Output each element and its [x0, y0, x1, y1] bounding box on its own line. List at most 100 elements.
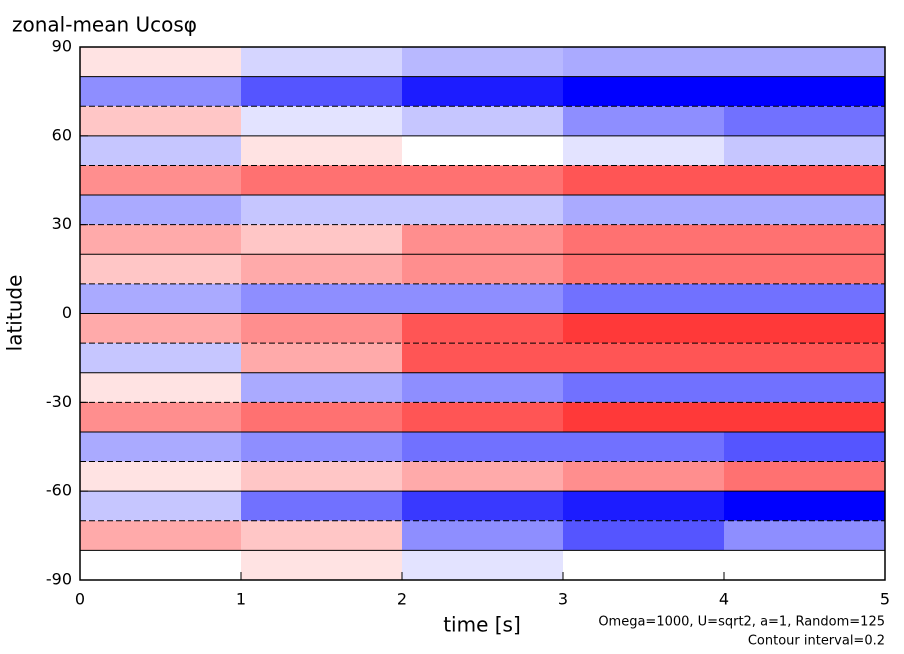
- cell: [724, 491, 885, 521]
- cell: [724, 76, 885, 107]
- cell: [563, 106, 724, 136]
- cell: [80, 461, 241, 492]
- annotation: Contour interval=0.2: [748, 634, 885, 649]
- cell: [80, 491, 241, 521]
- cell: [402, 224, 563, 255]
- cell: [402, 283, 563, 314]
- cell: [402, 76, 563, 107]
- cell: [80, 313, 241, 344]
- cell: [402, 343, 563, 373]
- cell: [241, 165, 402, 196]
- cell: [241, 313, 402, 344]
- cell: [563, 431, 724, 462]
- cell: [402, 520, 563, 551]
- cell: [80, 195, 241, 225]
- cell: [563, 461, 724, 492]
- cell: [241, 491, 402, 521]
- cell: [402, 313, 563, 344]
- cell: [80, 431, 241, 462]
- cell: [724, 106, 885, 136]
- cell: [563, 313, 724, 344]
- cell: [241, 520, 402, 551]
- cell: [80, 520, 241, 551]
- cell: [724, 254, 885, 284]
- cell: [402, 372, 563, 403]
- cell: [724, 283, 885, 314]
- cell: [241, 343, 402, 373]
- y-tick-label: -90: [46, 570, 72, 589]
- cell: [80, 283, 241, 314]
- cell: [724, 195, 885, 225]
- cell: [563, 520, 724, 551]
- cell: [80, 550, 241, 580]
- y-tick-label: 0: [62, 303, 72, 322]
- cell: [402, 254, 563, 284]
- cell: [402, 491, 563, 521]
- cell: [563, 402, 724, 432]
- cell: [402, 402, 563, 432]
- cell: [563, 76, 724, 107]
- cell: [241, 550, 402, 580]
- cell: [563, 343, 724, 373]
- cell: [724, 431, 885, 462]
- cell: [724, 135, 885, 166]
- cell: [80, 165, 241, 196]
- x-tick-label: 1: [236, 590, 246, 609]
- cell: [724, 550, 885, 580]
- cell: [563, 165, 724, 196]
- cell: [80, 343, 241, 373]
- cell: [80, 47, 241, 77]
- cell: [80, 372, 241, 403]
- cell: [80, 224, 241, 255]
- cell: [241, 224, 402, 255]
- cell: [402, 431, 563, 462]
- cell: [241, 135, 402, 166]
- cell: [402, 195, 563, 225]
- cell: [80, 254, 241, 284]
- cell: [402, 47, 563, 77]
- y-tick-label: 30: [52, 214, 72, 233]
- cell: [402, 135, 563, 166]
- cell: [563, 254, 724, 284]
- y-tick-label: 60: [52, 125, 72, 144]
- cell: [241, 106, 402, 136]
- y-tick-label: 90: [52, 37, 72, 56]
- cell: [80, 76, 241, 107]
- y-axis-label: latitude: [3, 275, 27, 352]
- cell: [241, 76, 402, 107]
- cell: [724, 313, 885, 344]
- cell: [724, 343, 885, 373]
- chart-title: zonal-mean Ucosφ: [12, 13, 197, 37]
- cell: [402, 461, 563, 492]
- cell: [80, 402, 241, 432]
- cell: [241, 195, 402, 225]
- cell: [241, 372, 402, 403]
- cell: [563, 283, 724, 314]
- cell: [563, 47, 724, 77]
- cell: [724, 372, 885, 403]
- cell: [724, 47, 885, 77]
- cell: [563, 372, 724, 403]
- y-tick-label: -30: [46, 392, 72, 411]
- cell: [402, 106, 563, 136]
- x-tick-label: 2: [397, 590, 407, 609]
- cell: [402, 550, 563, 580]
- cell: [563, 195, 724, 225]
- cell: [241, 283, 402, 314]
- cell: [402, 165, 563, 196]
- cell: [724, 461, 885, 492]
- cell: [241, 47, 402, 77]
- annotation: Omega=1000, U=sqrt2, a=1, Random=125: [598, 615, 885, 630]
- cell: [241, 461, 402, 492]
- x-axis-label: time [s]: [443, 613, 521, 637]
- cell: [724, 165, 885, 196]
- cell: [724, 520, 885, 551]
- cell: [563, 135, 724, 166]
- cell: [241, 402, 402, 432]
- x-tick-label: 3: [558, 590, 568, 609]
- cell: [80, 135, 241, 166]
- cell: [80, 106, 241, 136]
- x-tick-label: 5: [880, 590, 890, 609]
- cell: [563, 550, 724, 580]
